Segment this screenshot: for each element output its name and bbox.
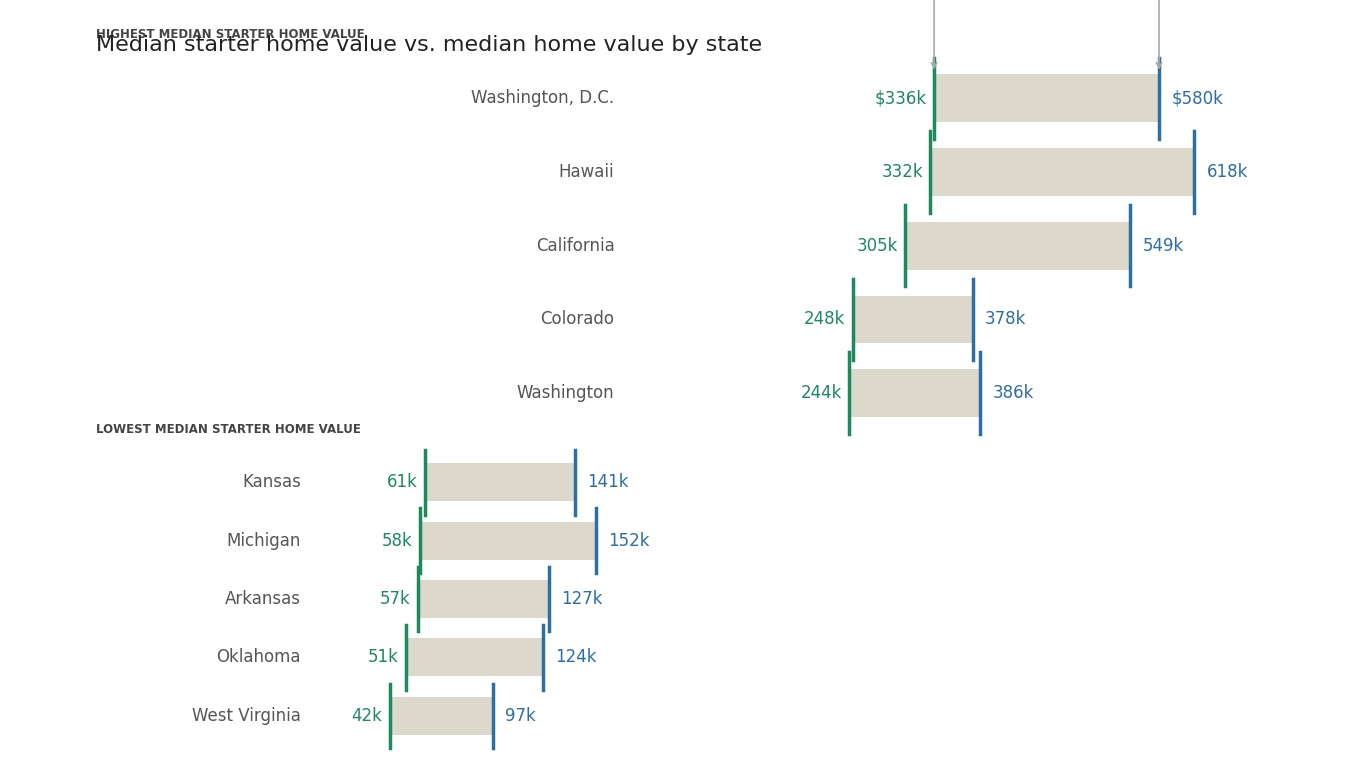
FancyBboxPatch shape	[850, 369, 981, 417]
Text: LOWEST MEDIAN STARTER HOME VALUE: LOWEST MEDIAN STARTER HOME VALUE	[96, 422, 361, 435]
Text: 61k: 61k	[387, 473, 418, 492]
Text: 618k: 618k	[1206, 163, 1247, 181]
Text: MEDIAN
VALUE: MEDIAN VALUE	[1130, 0, 1188, 68]
Text: 57k: 57k	[380, 590, 410, 608]
Text: 127k: 127k	[561, 590, 602, 608]
Text: 141k: 141k	[587, 473, 628, 492]
FancyBboxPatch shape	[418, 580, 549, 618]
Text: 305k: 305k	[856, 237, 897, 255]
Text: $336k: $336k	[874, 89, 926, 108]
FancyBboxPatch shape	[930, 148, 1194, 196]
Text: $580k: $580k	[1172, 89, 1223, 108]
Text: Colorado: Colorado	[541, 310, 615, 329]
Text: HIGHEST MEDIAN STARTER HOME VALUE: HIGHEST MEDIAN STARTER HOME VALUE	[96, 28, 365, 41]
Text: 332k: 332k	[881, 163, 923, 181]
Text: Michigan: Michigan	[227, 531, 301, 550]
Text: Washington, D.C.: Washington, D.C.	[471, 89, 615, 108]
FancyBboxPatch shape	[852, 296, 973, 343]
Text: Oklahoma: Oklahoma	[216, 648, 301, 667]
FancyBboxPatch shape	[934, 74, 1158, 122]
Text: Kansas: Kansas	[242, 473, 301, 492]
Text: West Virginia: West Virginia	[193, 707, 301, 725]
Text: California: California	[535, 237, 615, 255]
Text: Arkansas: Arkansas	[225, 590, 301, 608]
FancyBboxPatch shape	[425, 463, 575, 502]
Text: 51k: 51k	[367, 648, 399, 667]
Text: Washington: Washington	[516, 384, 615, 402]
Text: 124k: 124k	[556, 648, 597, 667]
FancyBboxPatch shape	[389, 697, 493, 735]
Text: 152k: 152k	[608, 531, 650, 550]
Text: Hawaii: Hawaii	[559, 163, 615, 181]
FancyBboxPatch shape	[406, 638, 544, 677]
Text: Median starter home value vs. median home value by state: Median starter home value vs. median hom…	[96, 35, 762, 55]
Text: 378k: 378k	[985, 310, 1026, 329]
Text: 244k: 244k	[800, 384, 841, 402]
Text: 58k: 58k	[381, 531, 413, 550]
Text: 97k: 97k	[505, 707, 535, 725]
Text: 42k: 42k	[351, 707, 382, 725]
Text: 386k: 386k	[993, 384, 1034, 402]
FancyBboxPatch shape	[906, 222, 1131, 270]
Text: STARTER
HOME VALUE: STARTER HOME VALUE	[885, 0, 982, 68]
Text: 248k: 248k	[805, 310, 846, 329]
Text: 549k: 549k	[1143, 237, 1184, 255]
FancyBboxPatch shape	[419, 521, 596, 560]
